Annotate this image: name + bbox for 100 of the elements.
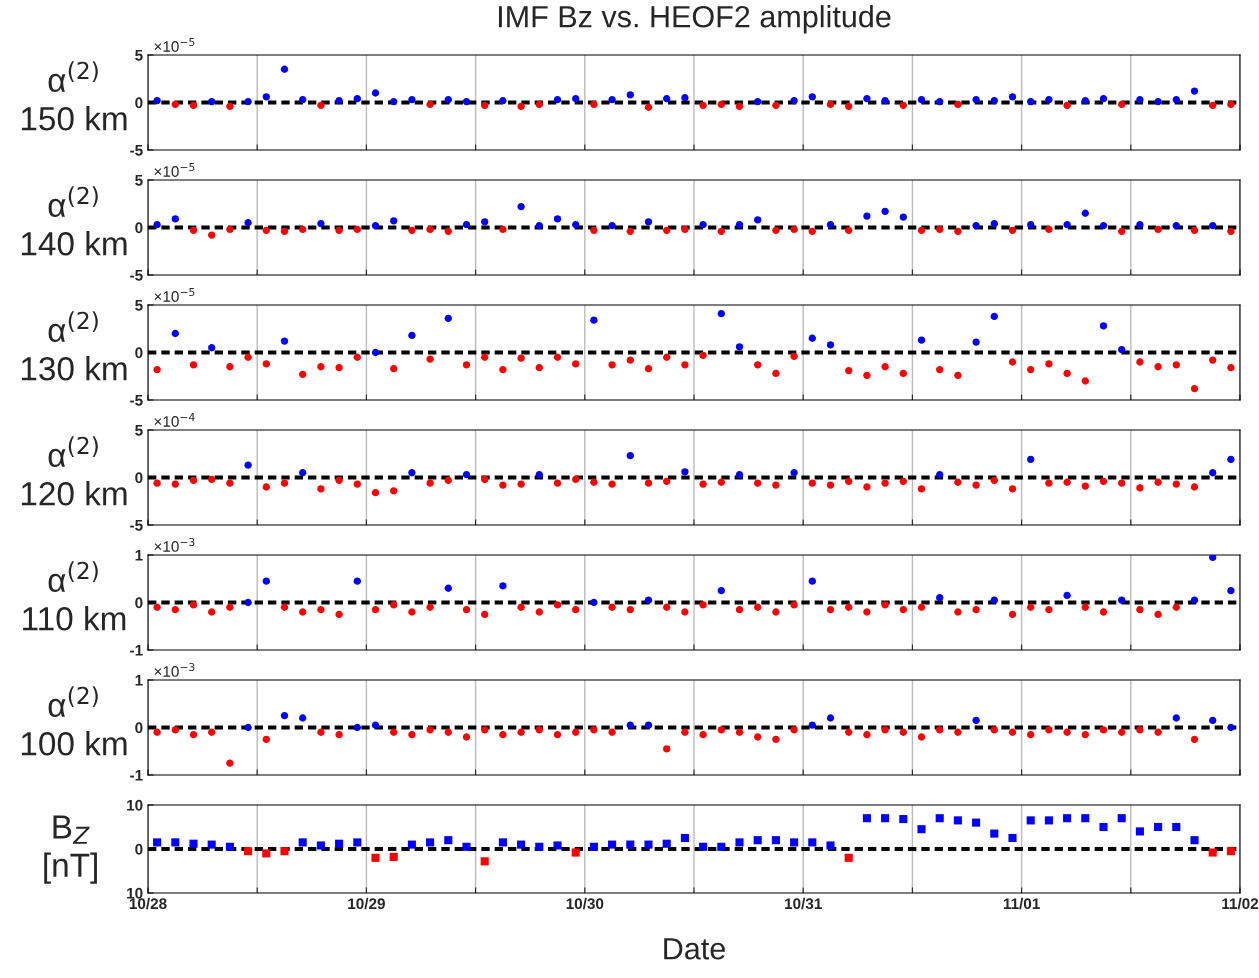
- point: [517, 102, 525, 110]
- point: [408, 730, 416, 739]
- point: [189, 839, 198, 848]
- point: [244, 461, 252, 469]
- point: [608, 95, 616, 104]
- point: [772, 226, 780, 235]
- point: [226, 759, 234, 767]
- point: [262, 735, 270, 744]
- point: [535, 470, 543, 479]
- point: [1190, 836, 1199, 845]
- point: [972, 338, 980, 346]
- point: [1154, 97, 1162, 106]
- point: [426, 726, 434, 734]
- point: [790, 352, 798, 360]
- point: [845, 226, 853, 235]
- point: [226, 603, 234, 611]
- point: [717, 309, 725, 318]
- point: [316, 841, 325, 850]
- point: [1209, 716, 1217, 725]
- point: [808, 93, 816, 101]
- point: [1027, 455, 1035, 464]
- point: [826, 341, 835, 349]
- point: [1045, 726, 1053, 734]
- point: [881, 814, 890, 823]
- point: [936, 97, 944, 106]
- point: [353, 225, 361, 234]
- point: [663, 745, 671, 753]
- point: [317, 363, 325, 371]
- point: [153, 365, 161, 374]
- point: [1044, 816, 1053, 825]
- point: [517, 202, 525, 211]
- point: [1099, 608, 1108, 616]
- point: [553, 479, 562, 487]
- point: [644, 479, 653, 487]
- point: [1172, 822, 1181, 832]
- y-tick-label: 1: [135, 550, 143, 561]
- point: [572, 220, 580, 229]
- point: [371, 348, 380, 357]
- point: [171, 480, 179, 488]
- point: [317, 485, 325, 493]
- point: [663, 477, 671, 485]
- point: [699, 730, 707, 739]
- y-tick-label: 10: [127, 887, 143, 899]
- point: [917, 95, 926, 104]
- y-tick-label: -5: [130, 270, 143, 281]
- point: [171, 838, 180, 847]
- point: [608, 728, 616, 736]
- x-tick-label: 11/01: [1003, 897, 1040, 910]
- point: [608, 480, 616, 488]
- point: [153, 728, 161, 736]
- point: [1008, 226, 1017, 235]
- point: [1227, 723, 1235, 732]
- point: [1227, 364, 1235, 372]
- point: [371, 721, 380, 729]
- point: [553, 841, 562, 850]
- point: [517, 480, 525, 488]
- point: [1063, 478, 1071, 486]
- point: [353, 480, 361, 488]
- point: [171, 100, 179, 109]
- point: [462, 97, 471, 106]
- point: [1172, 603, 1180, 611]
- y-tick-label: 0: [135, 597, 143, 609]
- point: [1227, 586, 1235, 595]
- point: [462, 220, 471, 229]
- point: [1118, 345, 1126, 354]
- point: [590, 598, 598, 607]
- point: [735, 470, 744, 479]
- point: [754, 216, 762, 224]
- x-tick-label: 10/29: [348, 897, 385, 910]
- y-axis-title: α$^{(2)}$ 100 km: [21, 686, 127, 756]
- point: [862, 814, 871, 823]
- point: [371, 221, 380, 230]
- point: [371, 89, 380, 97]
- point: [498, 838, 507, 847]
- point: [808, 577, 816, 585]
- point: [590, 726, 598, 734]
- point: [171, 605, 179, 614]
- point: [299, 370, 307, 379]
- point: [1008, 833, 1017, 843]
- point: [936, 726, 944, 734]
- point: [1190, 735, 1199, 744]
- point: [1209, 555, 1217, 562]
- point: [699, 351, 707, 360]
- point: [262, 849, 271, 858]
- point: [663, 95, 671, 103]
- point: [244, 723, 252, 732]
- point: [881, 207, 889, 216]
- point: [317, 605, 325, 614]
- point: [590, 100, 598, 109]
- point: [298, 838, 307, 847]
- point: [699, 842, 708, 851]
- point: [972, 818, 981, 827]
- point: [1118, 479, 1126, 487]
- point: [299, 714, 307, 722]
- point: [1045, 95, 1053, 104]
- y-tick-label: 10: [127, 799, 143, 811]
- point: [1026, 816, 1035, 825]
- point: [499, 225, 507, 234]
- point: [735, 605, 744, 614]
- y-tick-label: -5: [130, 395, 143, 406]
